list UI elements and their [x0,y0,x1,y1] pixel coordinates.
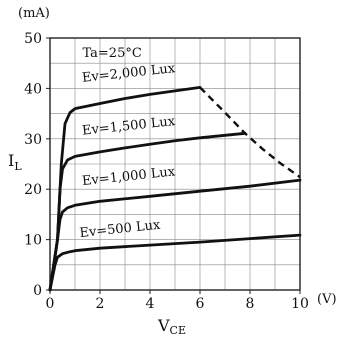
grid [50,38,300,290]
x-tick-label: 6 [196,296,205,312]
x-unit-label: (V) [317,292,337,307]
series-label: Ev=2,000 Lux [81,61,176,86]
y-axis-title-sub: L [14,160,22,173]
x-axis-title: VCE [157,316,186,337]
plot-frame [49,37,301,291]
x-tick-label: 8 [246,296,255,312]
y-axis-title: IL [8,151,22,173]
labels: Ev=2,000 Lux Ev=1,500 Lux Ev=1,000 Lux Ev=5… [79,61,177,241]
y-tick-label: 50 [24,31,42,47]
limit-curve [199,86,301,179]
y-axis-title-main: I [8,151,14,170]
series-line [48,131,247,292]
y-unit-label: (mA) [18,6,50,21]
y-tick-label: 10 [24,233,42,249]
series-label: Ev=1,500 Lux [81,114,176,139]
x-tick-label: 10 [291,296,309,312]
x-tick-label: 2 [96,296,105,312]
x-axis-title-sub: CE [170,324,186,337]
y-tick-label: 30 [24,132,42,148]
x-tick-label: 0 [46,296,55,312]
x-tick-label: 4 [146,296,155,312]
series-line [48,178,302,292]
y-tick-label: 20 [24,182,42,198]
series-label: Ev=500 Lux [79,218,162,241]
series-label: Ev=1,000 Lux [81,164,176,189]
series-group [48,86,302,292]
temperature-annotation: Ta=25°C [83,46,142,61]
y-tick-label: 0 [33,283,42,299]
ticks: 0 2 4 6 8 10 0 10 20 30 40 50 [24,31,309,312]
y-tick-label: 40 [24,81,42,97]
series-line [48,233,302,292]
x-axis-title-main: V [157,316,170,335]
